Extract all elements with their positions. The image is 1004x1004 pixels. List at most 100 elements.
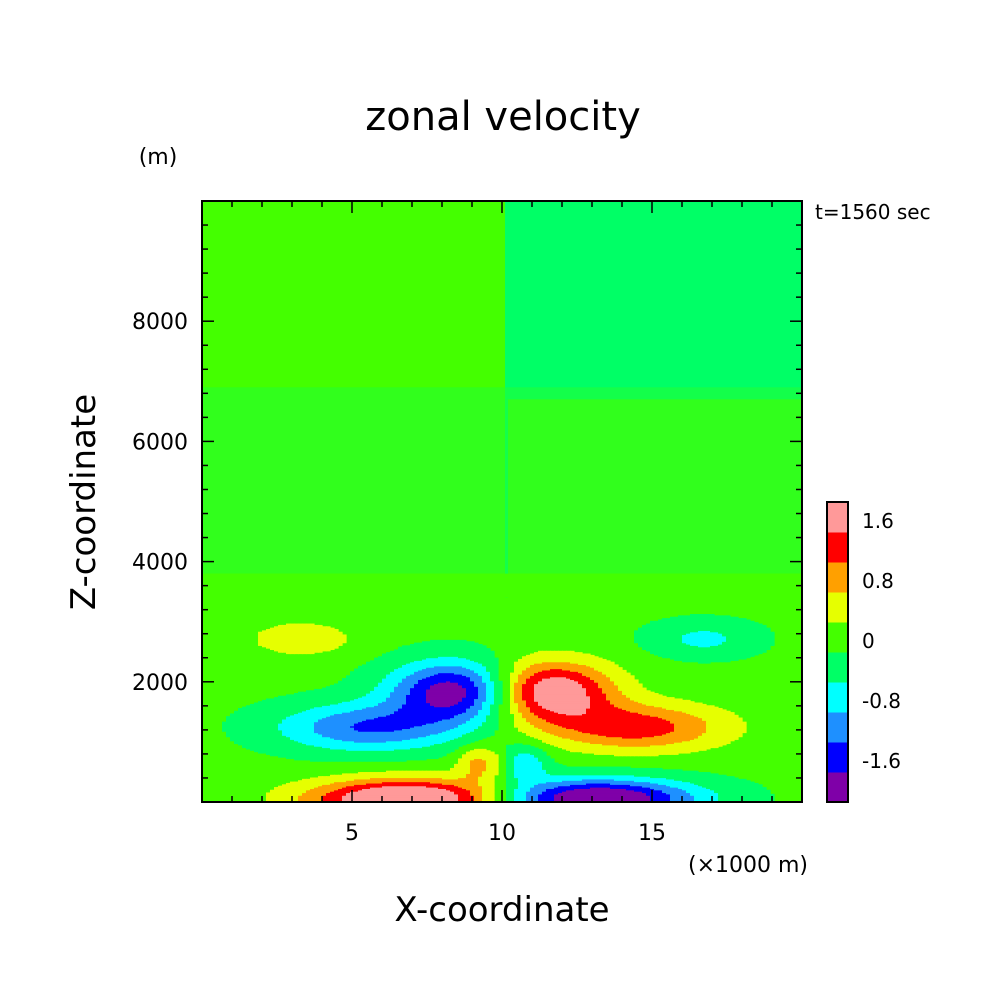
contour-cell: [370, 755, 375, 758]
contour-cell: [302, 731, 307, 734]
contour-cell: [418, 743, 423, 746]
contour-cell: [418, 773, 423, 776]
contour-cell: [298, 785, 303, 788]
contour-cell: [402, 772, 407, 774]
contour-cell: [234, 714, 239, 717]
contour-cell: [366, 667, 371, 670]
contour-cell: [322, 789, 327, 792]
contour-cell: [410, 695, 415, 698]
contour-cell: [418, 646, 423, 649]
contour-cell: [270, 699, 275, 702]
contour-cell: [250, 743, 255, 746]
contour-cell: [378, 703, 383, 706]
contour-cell: [438, 792, 443, 795]
contour-cell: [302, 727, 307, 730]
contour-cell: [274, 706, 279, 709]
contour-cell: [394, 799, 399, 802]
contour-cell: [418, 713, 423, 716]
contour-cell: [334, 646, 339, 649]
contour-cell: [330, 728, 335, 731]
contour-cell: [330, 796, 335, 799]
contour-cell: [278, 713, 283, 716]
contour-cell: [434, 648, 439, 651]
contour-cell: [286, 791, 291, 794]
contour-cell: [266, 727, 271, 730]
contour-cell: [362, 782, 367, 785]
contour-cell: [394, 759, 399, 762]
contour-cell: [394, 735, 399, 738]
contour-cell: [322, 646, 327, 649]
contour-cell: [434, 742, 439, 745]
contour-cell: [286, 706, 291, 709]
contour-cell: [410, 731, 415, 734]
contour-cell: [374, 777, 379, 780]
contour-cell: [430, 755, 435, 758]
contour-cell: [386, 668, 391, 671]
contour-cell: [314, 751, 319, 754]
contour-cell: [282, 784, 287, 787]
contour-cell: [306, 725, 311, 728]
contour-cell: [266, 799, 271, 802]
contour-cell: [386, 750, 391, 753]
contour-cell: [370, 731, 375, 734]
contour-cell: [398, 777, 403, 780]
contour-cell: [246, 729, 251, 732]
contour-cell: [378, 658, 383, 661]
contour-cell: [418, 653, 423, 656]
contour-cell: [278, 639, 283, 642]
contour-cell: [390, 676, 395, 679]
contour-cell: [342, 733, 347, 736]
contour-cell: [414, 713, 419, 716]
contour-cell: [242, 721, 247, 724]
contour-cell: [394, 665, 399, 668]
contour-cell: [394, 789, 399, 792]
contour-cell: [342, 752, 347, 755]
contour-cell: [342, 697, 347, 700]
contour-cell: [390, 657, 395, 660]
contour-cell: [306, 733, 311, 736]
contour-cell: [398, 716, 403, 719]
contour-cell: [306, 735, 311, 738]
contour-cell: [414, 796, 419, 799]
contour-cell: [386, 754, 391, 757]
contour-cell: [306, 624, 311, 627]
contour-cell: [386, 663, 391, 666]
contour-cell: [370, 660, 375, 663]
contour-cell: [434, 735, 439, 738]
contour-cell: [302, 728, 307, 731]
contour-cell: [234, 717, 239, 720]
contour-cell: [410, 669, 415, 672]
contour-cell: [270, 718, 275, 721]
contour-cell: [278, 637, 283, 640]
contour-cell: [274, 740, 279, 743]
contour-cell: [398, 717, 403, 720]
contour-cell: [310, 784, 315, 787]
contour-cell: [242, 733, 247, 736]
contour-cell: [394, 650, 399, 653]
contour-cell: [358, 718, 363, 721]
contour-cell: [330, 737, 335, 740]
contour-cell: [426, 708, 431, 710]
contour-cell: [302, 716, 307, 719]
contour-cell: [394, 688, 399, 691]
contour-cell: [434, 744, 439, 747]
contour-cell: [282, 742, 287, 745]
contour-cell: [382, 716, 387, 719]
contour-cell: [262, 641, 267, 644]
contour-cell: [430, 721, 435, 724]
contour-cell: [254, 713, 259, 716]
contour-cell: [338, 631, 343, 634]
contour-cell: [270, 725, 275, 728]
contour-cell: [410, 708, 415, 710]
contour-cell: [394, 731, 399, 734]
contour-cell: [330, 787, 335, 789]
contour-cell: [422, 657, 427, 660]
contour-cell: [314, 754, 319, 757]
contour-cell: [366, 751, 371, 754]
contour-cell: [342, 641, 347, 644]
contour-cell: [346, 706, 351, 709]
contour-cell: [314, 705, 319, 708]
contour-cell: [298, 737, 303, 740]
contour-cell: [278, 716, 283, 719]
contour-cell: [246, 747, 251, 750]
